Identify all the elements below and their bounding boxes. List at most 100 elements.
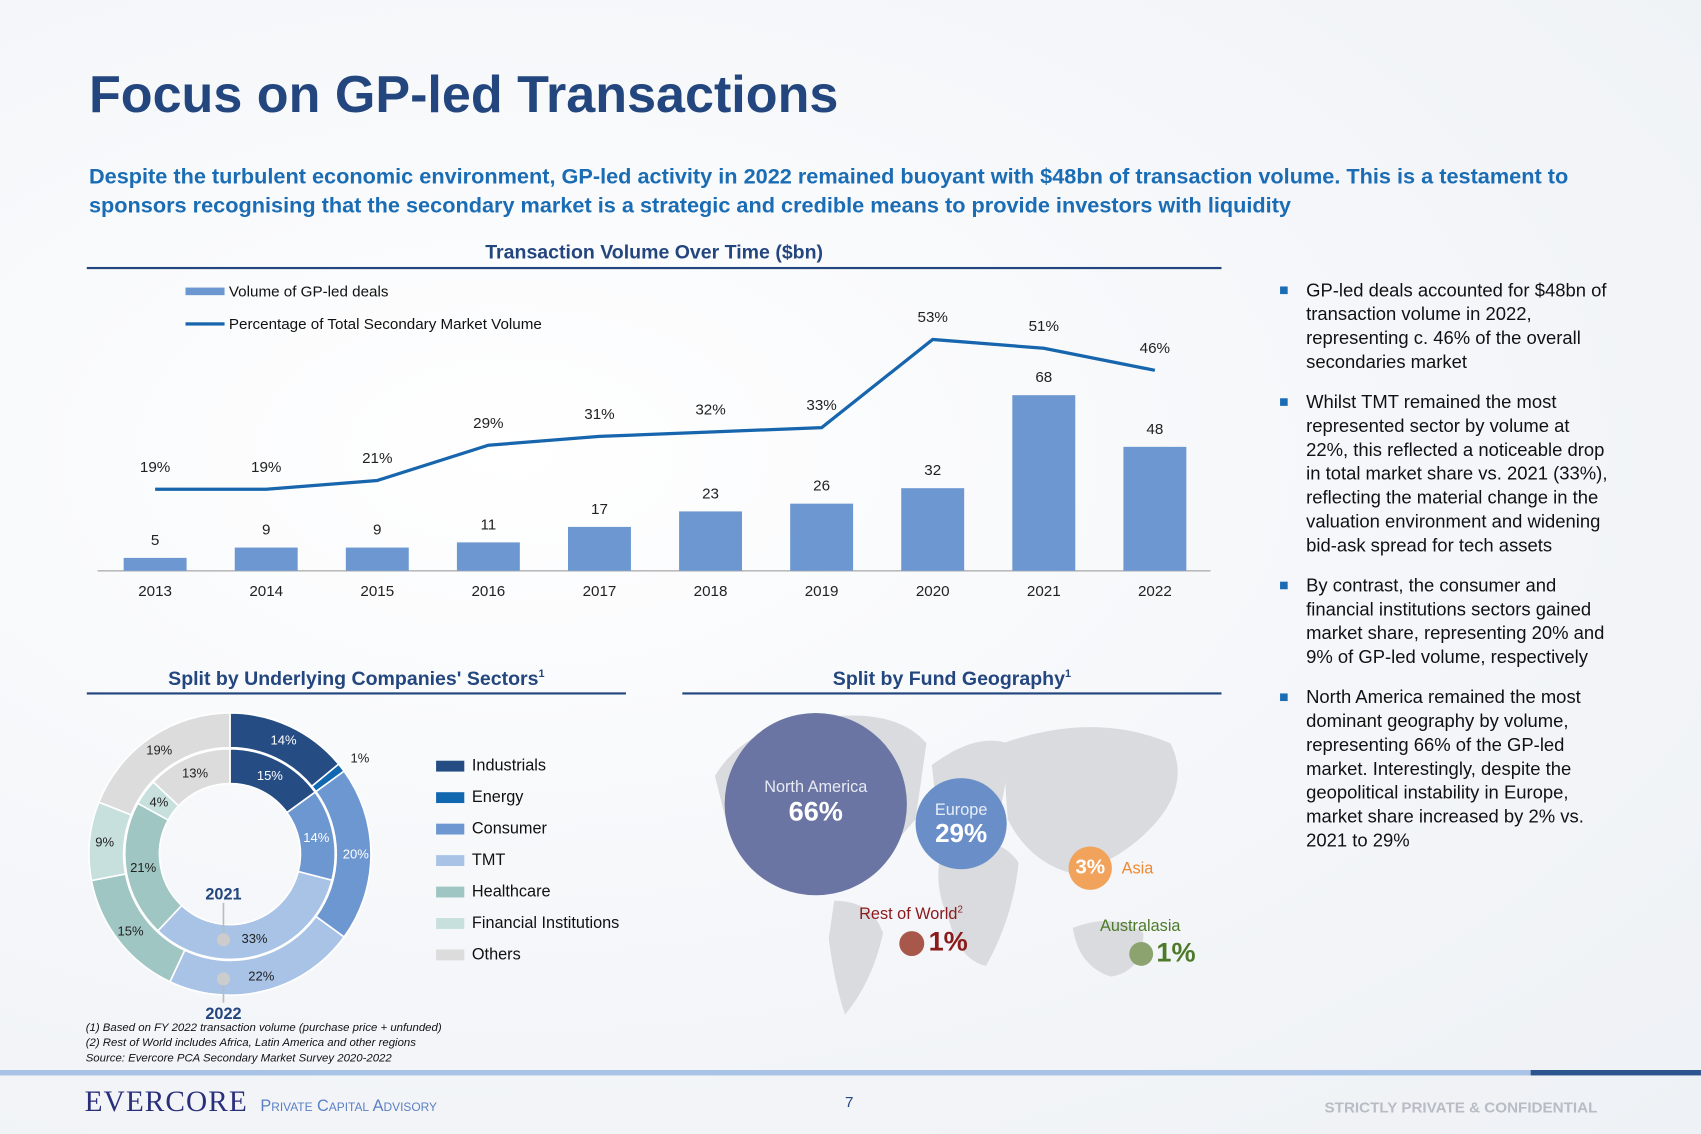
legend-swatch	[436, 886, 465, 897]
asia-label: Asia	[1121, 859, 1154, 878]
division-name: Private Capital Advisory	[260, 1097, 438, 1116]
x-tick-2018: 2018	[694, 583, 728, 600]
segment-label: 20%	[343, 846, 369, 861]
legend-item-industrials: Industrials	[436, 756, 547, 775]
legend-label: TMT	[471, 850, 506, 870]
bullet-item: North America remained the most dominant…	[1280, 686, 1616, 853]
segment-label: 15%	[118, 924, 144, 939]
legend-item-tmt: TMT	[436, 851, 505, 869]
bubble-asia: 3%	[1068, 846, 1112, 890]
segment-2022-others	[97, 712, 231, 816]
bar-label-2018: 23	[702, 485, 719, 502]
segment-label: 21%	[130, 860, 156, 875]
bullet-square-icon	[1280, 693, 1288, 702]
evercore-logo: EVERCORE	[84, 1085, 248, 1118]
line-label-2015: 21%	[362, 450, 392, 467]
north-america-label: North America	[764, 778, 868, 797]
bar-2021	[1012, 395, 1076, 571]
bullet-text: North America remained the most dominant…	[1306, 686, 1584, 851]
bullet-item: GP-led deals accounted for $48bn of tran…	[1280, 279, 1616, 374]
legend-swatch	[436, 791, 465, 803]
footnote-2: (2) Rest of World includes Africa, Latin…	[85, 1036, 416, 1050]
line-label-2018: 32%	[695, 402, 725, 419]
bullet-text: By contrast, the consumer and financial …	[1306, 575, 1605, 668]
bar-2013	[123, 557, 187, 571]
bullet-square-icon	[1280, 398, 1288, 406]
line-label-2021: 51%	[1029, 318, 1059, 335]
line-label-2014: 19%	[251, 459, 281, 476]
legend-bar-label: Volume of GP-led deals	[228, 282, 389, 300]
australasia-value: 1%	[1156, 937, 1196, 968]
x-tick-2015: 2015	[360, 583, 394, 600]
legend-swatch	[436, 917, 465, 929]
line-label-2019: 33%	[806, 397, 836, 414]
segment-label: 1%	[351, 751, 370, 766]
map-asia	[1002, 727, 1178, 874]
bar-label-2013: 5	[151, 532, 159, 549]
line-label-2016: 29%	[473, 415, 503, 432]
bar-label-2017: 17	[591, 501, 608, 518]
line-label-2020: 53%	[918, 309, 948, 326]
year-label-2021: 2021	[205, 886, 241, 904]
bar-label-2016: 11	[480, 516, 496, 533]
legend-swatch	[436, 949, 465, 960]
year-label-2022: 2022	[205, 1005, 241, 1023]
segment-label: 22%	[248, 968, 274, 983]
legend-item-healthcare: Healthcare	[436, 882, 551, 901]
bubble-europe: Europe 29%	[915, 778, 1007, 870]
legend-swatch	[436, 823, 465, 834]
page-title: Focus on GP-led Transactions	[88, 66, 839, 124]
bar-2020	[901, 488, 965, 571]
segment-label: 9%	[95, 835, 114, 850]
bar-label-2014: 9	[262, 522, 270, 539]
bubble-rest-of-world	[899, 931, 925, 957]
year-marker-2022	[216, 972, 230, 986]
geo-title: Split by Fund Geography1	[682, 667, 1221, 690]
legend-line-swatch	[185, 321, 225, 326]
x-tick-2016: 2016	[471, 583, 505, 600]
x-tick-2013: 2013	[138, 583, 172, 600]
bar-label-2022: 48	[1146, 421, 1163, 438]
australasia-label: Australasia	[1099, 916, 1181, 936]
sectors-rule	[86, 692, 626, 695]
segment-2021-tmt	[156, 870, 333, 961]
bar-2014	[234, 547, 298, 571]
legend-swatch	[436, 854, 465, 866]
bar-label-2021: 68	[1035, 369, 1052, 386]
bar-2018	[679, 511, 743, 571]
sectors-donut: 15% 14% 33% 21% 4% 13% 14% 1% 20% 22% 15% 9% 19% 2021…	[88, 712, 372, 1023]
bar-label-2019: 26	[813, 478, 830, 495]
bullet-text: Whilst TMT remained the most represented…	[1306, 391, 1608, 556]
volume-chart-rule	[86, 266, 1222, 270]
legend-bar: Volume of GP-led deals	[185, 282, 389, 300]
geo-title-text: Split by Fund Geography	[832, 667, 1065, 690]
segment-label: 14%	[271, 732, 297, 747]
legend-swatch	[436, 760, 465, 772]
segment-label: 13%	[182, 766, 208, 781]
map-africa	[938, 841, 1019, 966]
segment-label: 14%	[303, 830, 329, 845]
footer-rule-dark	[1530, 1070, 1701, 1076]
legend-item-energy: Energy	[436, 788, 523, 806]
x-tick-2017: 2017	[583, 583, 617, 600]
bar-label-2020: 32	[924, 462, 941, 479]
bubble-australasia	[1129, 941, 1154, 966]
rest-of-world-value: 1%	[928, 926, 968, 958]
bar-2016	[456, 542, 520, 571]
legend-label: Industrials	[471, 756, 547, 775]
line-label-2022: 46%	[1140, 340, 1170, 357]
line-label-2017: 31%	[584, 406, 614, 423]
bullet-square-icon	[1280, 581, 1288, 590]
map-south-america	[828, 900, 884, 1015]
footer-rule-light	[0, 1070, 1531, 1076]
north-america-value: 66%	[788, 796, 843, 827]
legend-item-consumer: Consumer	[436, 819, 547, 838]
x-tick-2020: 2020	[916, 583, 950, 600]
geo-title-sup: 1	[1064, 668, 1072, 681]
source-note: Source: Evercore PCA Secondary Market Su…	[85, 1051, 392, 1065]
legend-item-financial-institutions: Financial Institutions	[436, 914, 619, 932]
legend-label: Consumer	[471, 819, 547, 838]
bar-2015	[345, 547, 409, 571]
bar-2022	[1123, 446, 1187, 571]
segment-2021-others	[152, 747, 231, 807]
